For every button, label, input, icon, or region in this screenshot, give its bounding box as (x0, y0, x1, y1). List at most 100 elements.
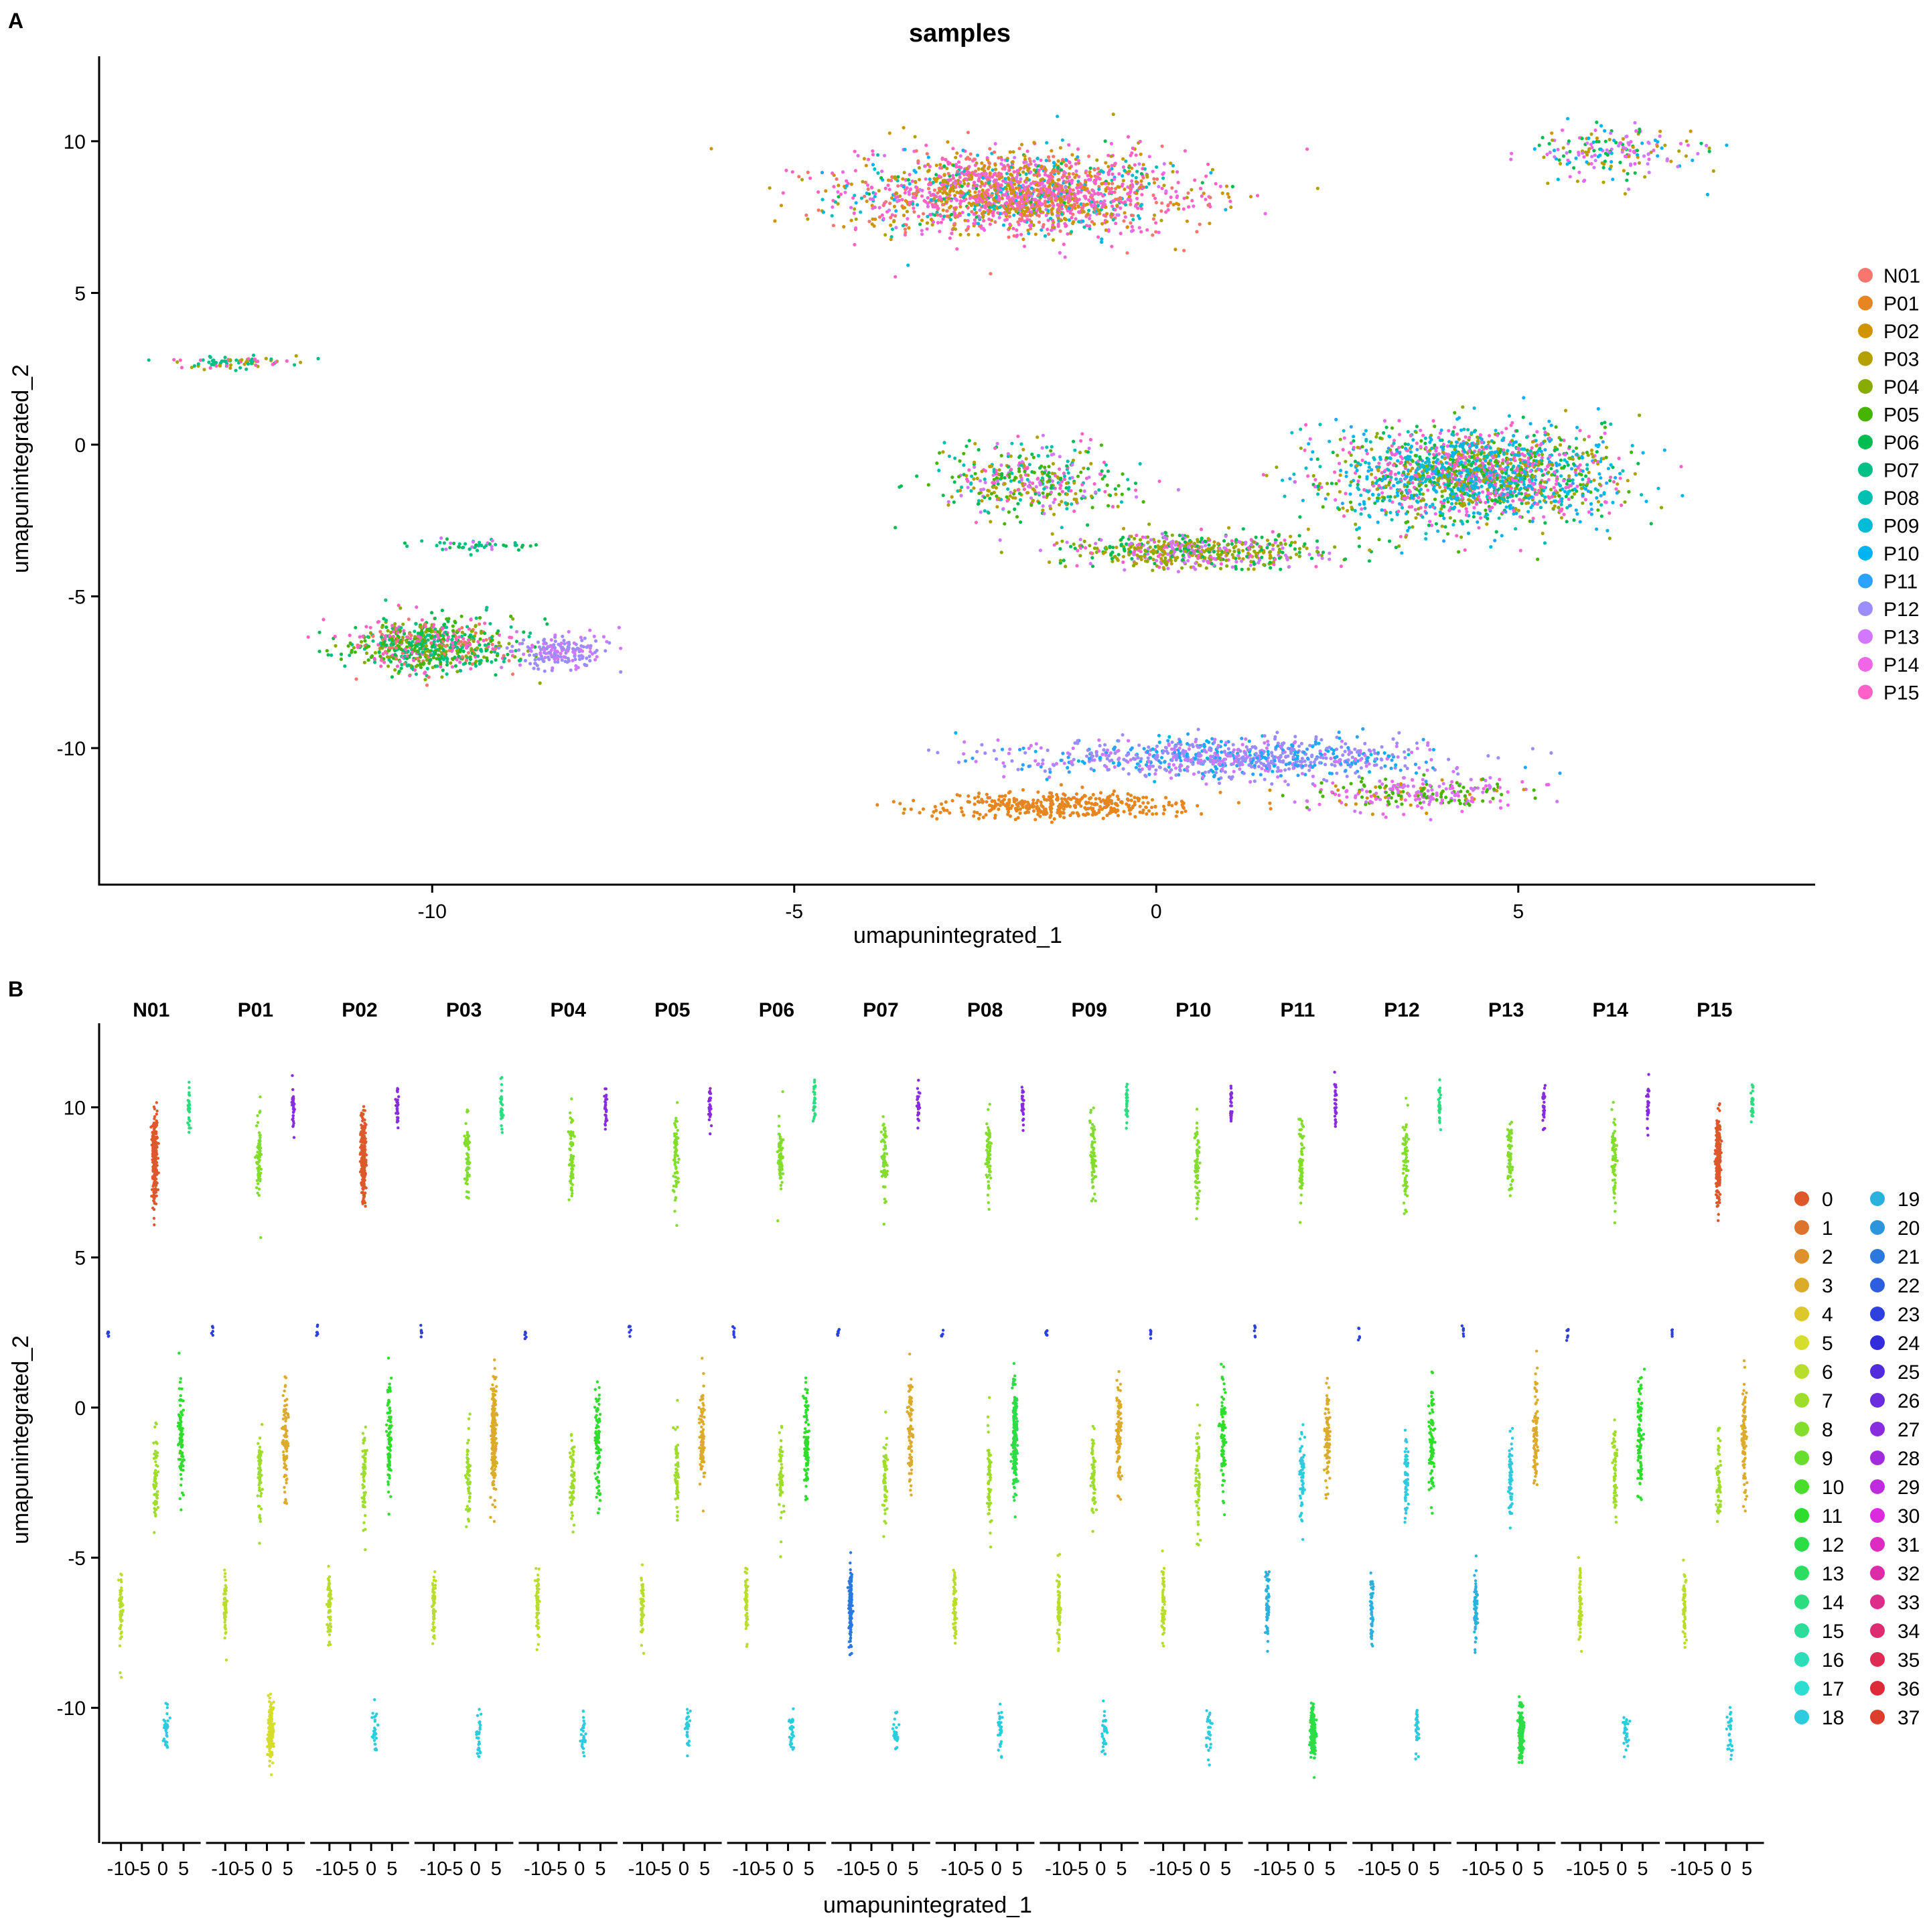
point (948, 236, 952, 240)
point (1087, 154, 1091, 158)
point (1102, 199, 1106, 203)
point (1384, 425, 1388, 429)
point (1448, 516, 1452, 520)
point (1699, 141, 1703, 145)
point (993, 167, 998, 171)
point (1071, 172, 1075, 176)
point (1009, 172, 1013, 176)
point (1531, 516, 1535, 520)
point (1595, 527, 1599, 531)
point (1121, 165, 1125, 169)
point (1598, 153, 1602, 157)
point (1530, 520, 1534, 524)
point (924, 143, 928, 147)
point (1082, 210, 1086, 214)
point (1582, 155, 1586, 159)
point (1475, 435, 1480, 439)
point (1078, 489, 1082, 493)
point (1113, 177, 1117, 181)
point (1455, 534, 1459, 538)
point (1058, 250, 1062, 255)
point (1090, 220, 1094, 224)
point (1271, 530, 1275, 534)
point (1605, 148, 1609, 152)
point (1333, 470, 1337, 474)
point (970, 474, 974, 478)
point (1048, 475, 1052, 479)
point (989, 520, 993, 524)
point (962, 451, 966, 455)
point (1052, 543, 1056, 547)
point (988, 222, 992, 226)
point (936, 191, 940, 195)
point (1265, 538, 1270, 542)
point (1169, 200, 1173, 205)
point (975, 186, 979, 191)
point (1011, 492, 1016, 496)
point (1591, 455, 1595, 459)
point (1194, 561, 1198, 565)
point (937, 186, 941, 190)
point (1087, 198, 1091, 202)
point (938, 451, 942, 455)
point (958, 199, 962, 203)
point (892, 220, 896, 224)
point (1514, 527, 1518, 531)
point (1470, 431, 1474, 435)
point (986, 208, 990, 212)
point (1504, 505, 1508, 509)
point (1633, 121, 1637, 125)
point (1461, 496, 1465, 500)
point (980, 161, 984, 165)
point (1485, 471, 1489, 475)
point (1614, 141, 1618, 145)
point (1454, 484, 1458, 488)
point (293, 363, 297, 367)
point (1062, 474, 1066, 478)
point (1494, 459, 1498, 463)
point (1464, 475, 1468, 479)
point (1392, 439, 1397, 443)
point (1099, 538, 1103, 542)
point (1601, 165, 1605, 169)
point (1626, 188, 1631, 192)
point (932, 188, 937, 192)
point (903, 147, 907, 151)
point (1553, 155, 1557, 159)
point (1166, 567, 1170, 571)
point (1494, 490, 1498, 494)
point (1498, 451, 1502, 455)
chart-title: samples (909, 19, 1011, 48)
point (1252, 540, 1256, 544)
point (993, 178, 997, 182)
point (1370, 481, 1374, 485)
point (1378, 477, 1382, 481)
point (1453, 447, 1457, 451)
point (1468, 499, 1473, 503)
point (1038, 210, 1042, 214)
point (1315, 186, 1319, 190)
point (1482, 473, 1486, 478)
point (849, 206, 853, 210)
point (1182, 248, 1186, 252)
point (1060, 212, 1064, 216)
point (972, 222, 976, 226)
point (977, 167, 981, 171)
point (1052, 161, 1056, 165)
point (1018, 454, 1022, 458)
point (1008, 222, 1012, 226)
point (1349, 425, 1353, 429)
point (1678, 141, 1683, 146)
point (1568, 175, 1572, 179)
point (979, 226, 984, 230)
point (1109, 141, 1113, 146)
point (1072, 220, 1076, 224)
point (1309, 556, 1314, 561)
point (1409, 450, 1413, 454)
point (1135, 192, 1139, 196)
point (1062, 201, 1066, 205)
point (1539, 480, 1543, 484)
point (950, 185, 954, 189)
point (1635, 153, 1640, 157)
point (1580, 137, 1584, 141)
